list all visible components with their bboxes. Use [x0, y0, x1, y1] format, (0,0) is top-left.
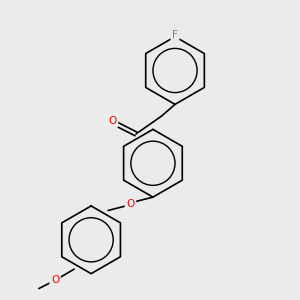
- Text: O: O: [51, 275, 59, 285]
- Text: O: O: [108, 116, 117, 126]
- Text: F: F: [172, 30, 178, 40]
- Text: O: O: [126, 199, 135, 209]
